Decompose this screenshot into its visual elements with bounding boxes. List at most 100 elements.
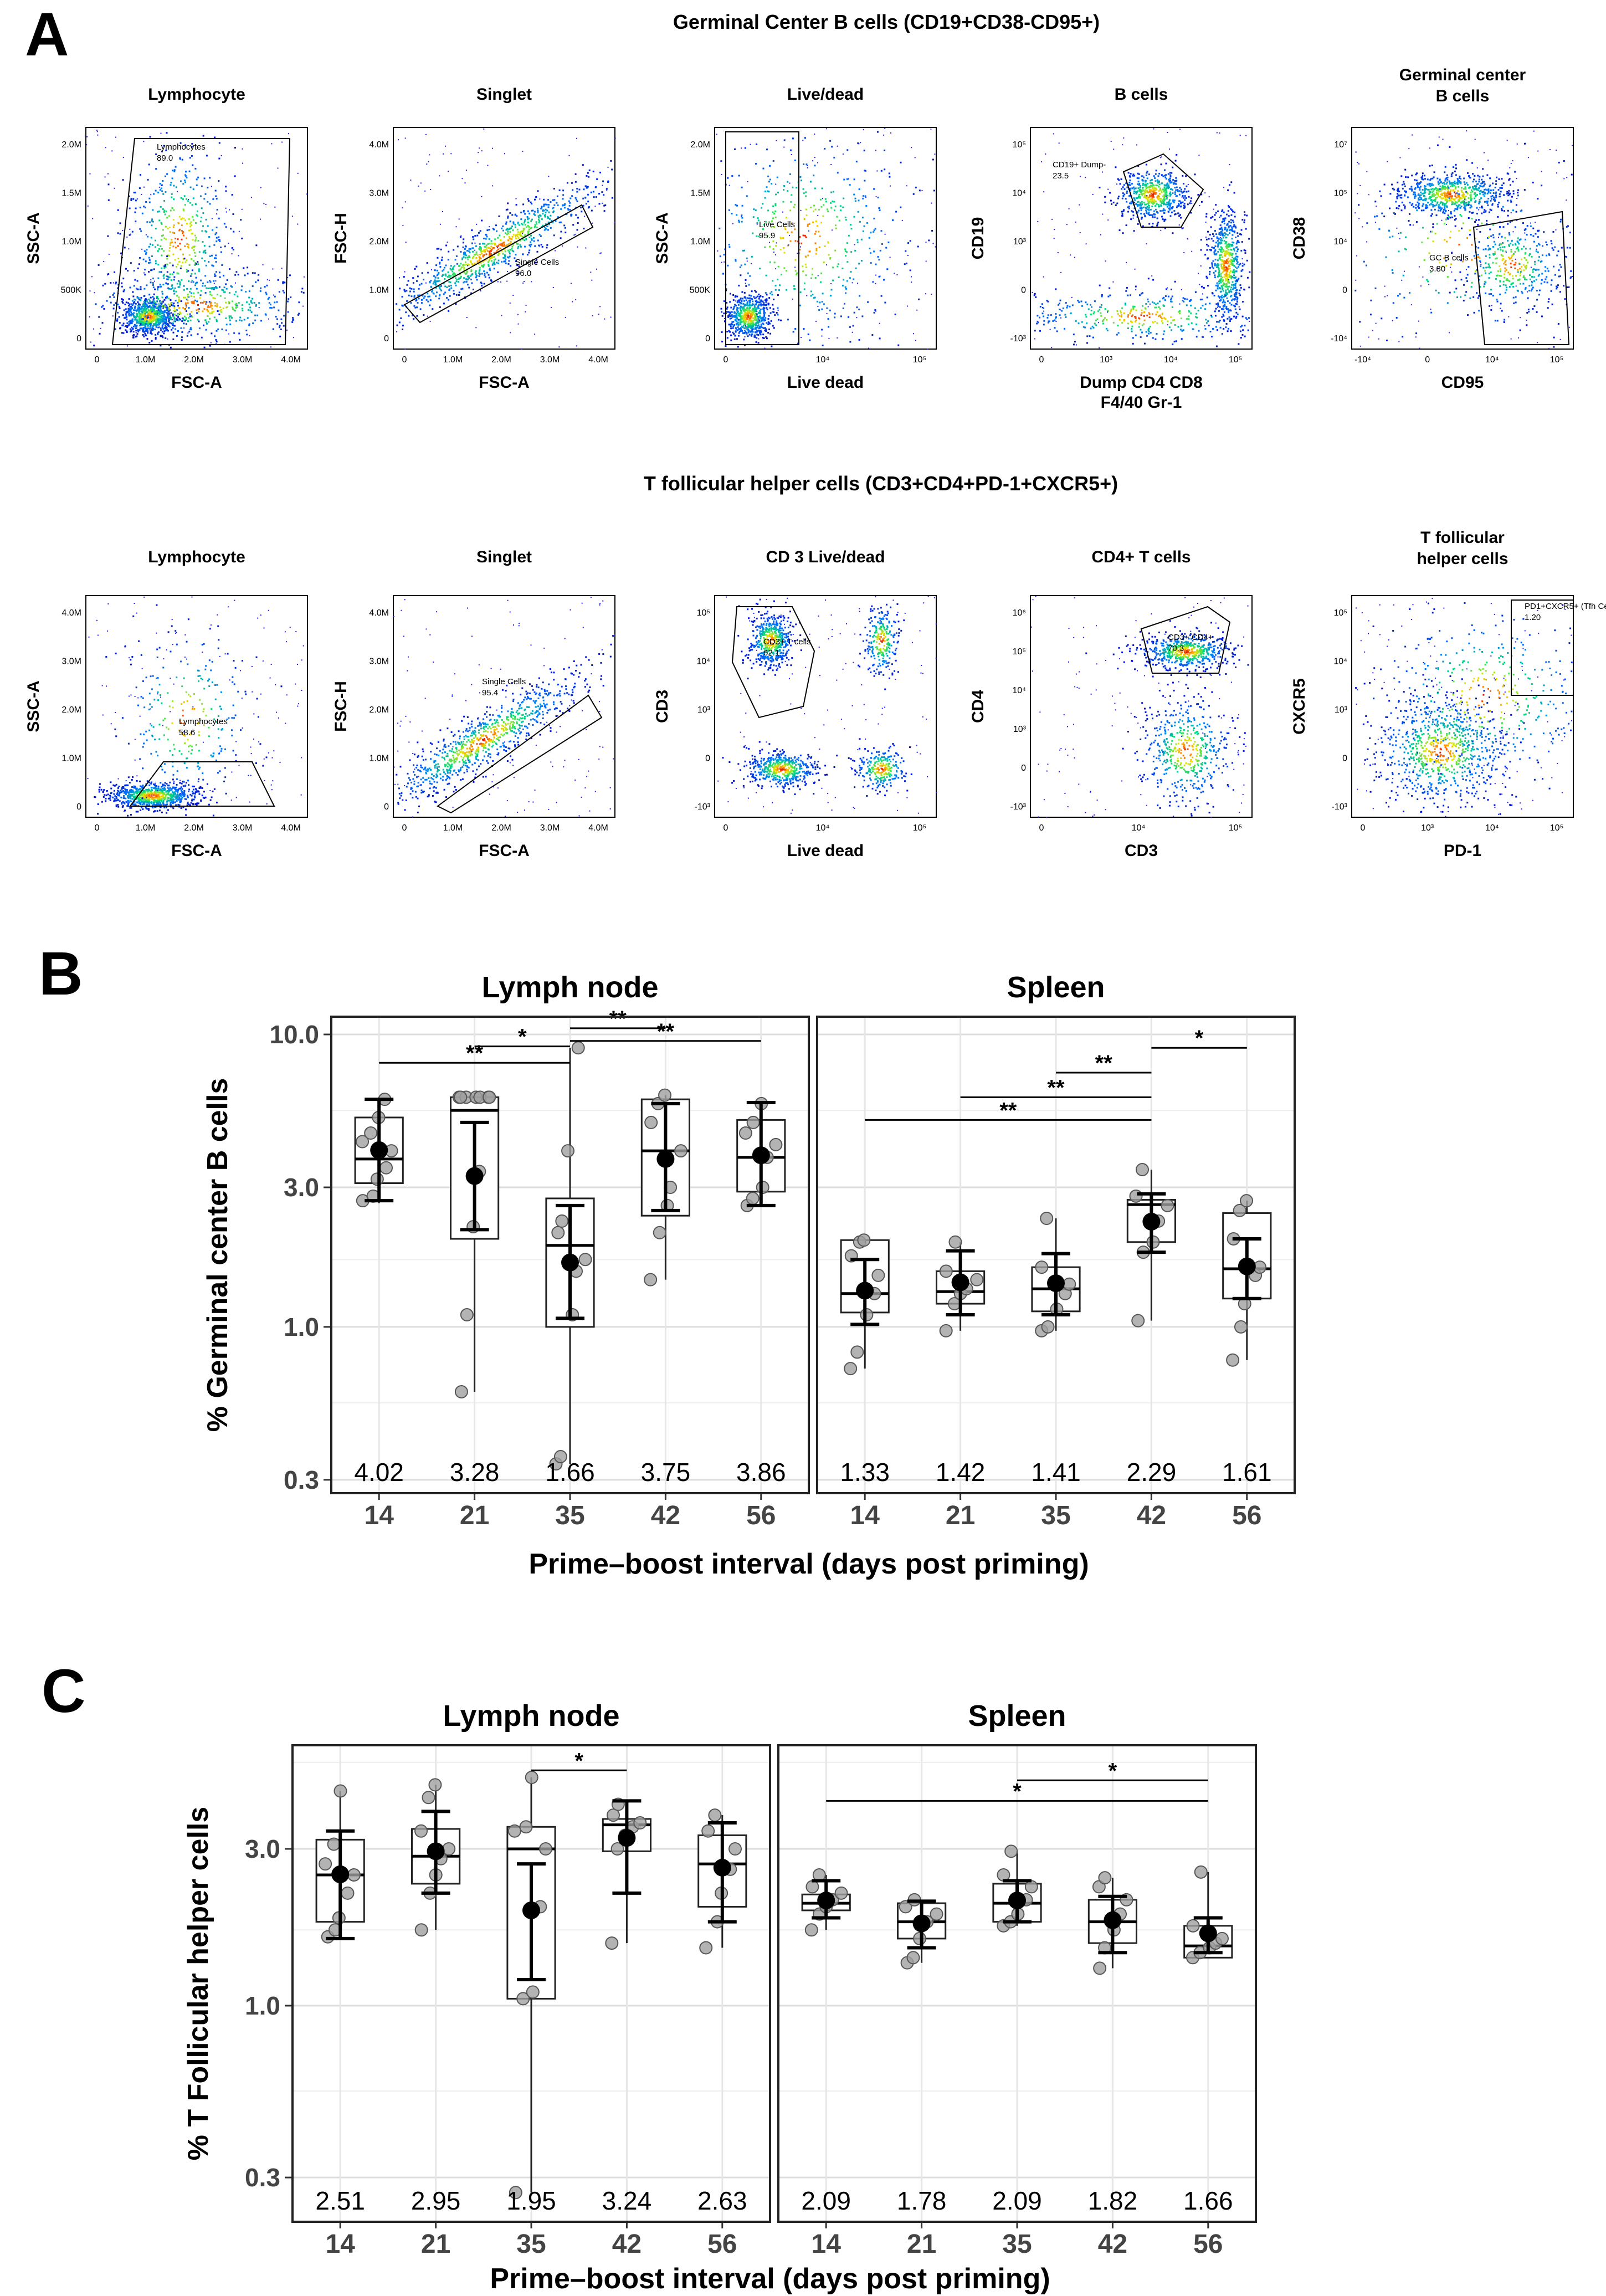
flow-event-dot xyxy=(524,234,526,236)
flow-plot-title: Live/dead xyxy=(787,85,864,104)
flow-event-dot xyxy=(1147,202,1149,204)
flow-event-dot xyxy=(197,319,199,321)
flow-event-dot xyxy=(1163,220,1166,222)
flow-event-dot xyxy=(1139,186,1141,188)
flow-event-dot xyxy=(489,268,491,270)
flow-event-dot xyxy=(152,304,155,306)
flow-event-dot xyxy=(764,327,766,329)
flow-event-dot xyxy=(854,197,856,199)
flow-event-dot xyxy=(1166,198,1168,200)
flow-event-dot xyxy=(207,201,209,203)
flow-event-dot xyxy=(1223,270,1224,273)
flow-event-dot xyxy=(1163,219,1166,221)
flow-event-dot xyxy=(141,311,143,314)
flow-event-dot xyxy=(1220,239,1222,241)
flow-event-dot xyxy=(530,245,531,248)
flow-event-dot xyxy=(755,304,757,306)
flow-event-dot xyxy=(873,231,875,233)
flow-event-dot xyxy=(758,235,760,238)
flow-event-dot xyxy=(755,163,757,165)
flow-event-dot xyxy=(172,170,174,172)
flow-event-dot xyxy=(827,242,829,244)
flow-event-dot xyxy=(135,199,137,202)
flow-event-dot xyxy=(171,285,173,287)
flow-event-dot xyxy=(1168,180,1171,182)
flow-event-dot xyxy=(217,239,219,241)
flow-event-dot xyxy=(1222,280,1224,283)
flow-event-dot xyxy=(1182,201,1184,203)
flow-event-dot xyxy=(1164,184,1166,187)
flow-event-dot xyxy=(135,299,136,301)
flow-event-dot xyxy=(740,310,742,312)
flow-event-dot xyxy=(536,223,538,225)
flow-event-dot xyxy=(1115,166,1117,168)
flow-event-dot xyxy=(740,317,742,320)
flow-event-dot xyxy=(478,259,480,261)
flow-event-dot xyxy=(1147,197,1149,199)
flow-event-dot xyxy=(755,291,757,293)
flow-event-dot xyxy=(867,301,869,303)
flow-event-dot xyxy=(555,220,557,222)
flow-event-dot xyxy=(136,321,138,323)
flow-event-dot xyxy=(758,301,761,304)
flow-event-dot xyxy=(1235,255,1238,258)
flow-event-dot xyxy=(408,315,410,317)
flow-event-dot xyxy=(737,219,740,222)
flow-event-dot xyxy=(750,323,752,325)
flow-event-dot xyxy=(858,309,860,311)
flow-event-dot xyxy=(748,312,751,314)
flow-event-dot xyxy=(207,310,209,312)
flow-event-dot xyxy=(403,289,406,291)
flow-event-dot xyxy=(462,242,464,244)
flow-event-dot xyxy=(157,309,160,311)
flow-event-dot xyxy=(1223,327,1225,330)
flow-event-dot xyxy=(182,317,184,320)
flow-event-dot xyxy=(846,149,849,151)
flow-event-dot xyxy=(208,261,210,263)
flow-event-dot xyxy=(148,305,151,307)
flow-event-dot xyxy=(740,319,742,321)
flow-event-dot xyxy=(1221,259,1223,261)
flow-event-dot xyxy=(864,170,866,172)
flow-event-dot xyxy=(1130,201,1132,203)
flow-event-dot xyxy=(121,282,123,284)
flow-event-dot xyxy=(206,309,208,311)
flow-event-dot xyxy=(167,322,169,325)
flow-event-dot xyxy=(560,208,562,210)
flow-event-dot xyxy=(160,239,162,241)
flow-event-dot xyxy=(743,314,746,316)
flow-event-dot xyxy=(1104,196,1106,198)
flow-event-dot xyxy=(164,310,166,312)
flow-event-dot xyxy=(1236,232,1239,234)
flow-event-dot xyxy=(821,335,823,337)
flow-event-dot xyxy=(879,322,880,324)
flow-event-dot xyxy=(562,189,565,192)
flow-event-dot xyxy=(1224,294,1226,296)
flow-event-dot xyxy=(1235,311,1238,314)
flow-event-dot xyxy=(170,302,172,304)
flow-event-dot xyxy=(238,302,240,304)
flow-event-dot xyxy=(531,203,533,205)
flow-event-dot xyxy=(505,209,507,211)
flow-event-dot xyxy=(189,186,192,188)
flow-event-dot xyxy=(1153,199,1156,201)
flow-event-dot xyxy=(103,308,105,310)
flow-event-dot xyxy=(434,283,437,285)
flow-event-dot xyxy=(150,237,152,239)
flow-event-dot xyxy=(213,287,215,289)
flow-event-dot xyxy=(132,327,134,330)
flow-event-dot xyxy=(443,153,444,155)
flow-event-dot xyxy=(538,220,541,222)
flow-event-dot xyxy=(145,310,147,312)
flow-event-dot xyxy=(507,233,510,234)
flow-event-dot xyxy=(489,243,491,245)
flow-event-dot xyxy=(151,218,153,221)
flow-event-dot xyxy=(571,195,573,197)
flow-event-dot xyxy=(1156,179,1158,181)
flow-event-dot xyxy=(144,312,146,315)
flow-event-dot xyxy=(580,207,582,209)
flow-event-dot xyxy=(107,274,108,276)
flow-event-dot xyxy=(136,335,138,337)
flow-event-dot xyxy=(474,235,476,237)
flow-event-dot xyxy=(218,217,220,219)
